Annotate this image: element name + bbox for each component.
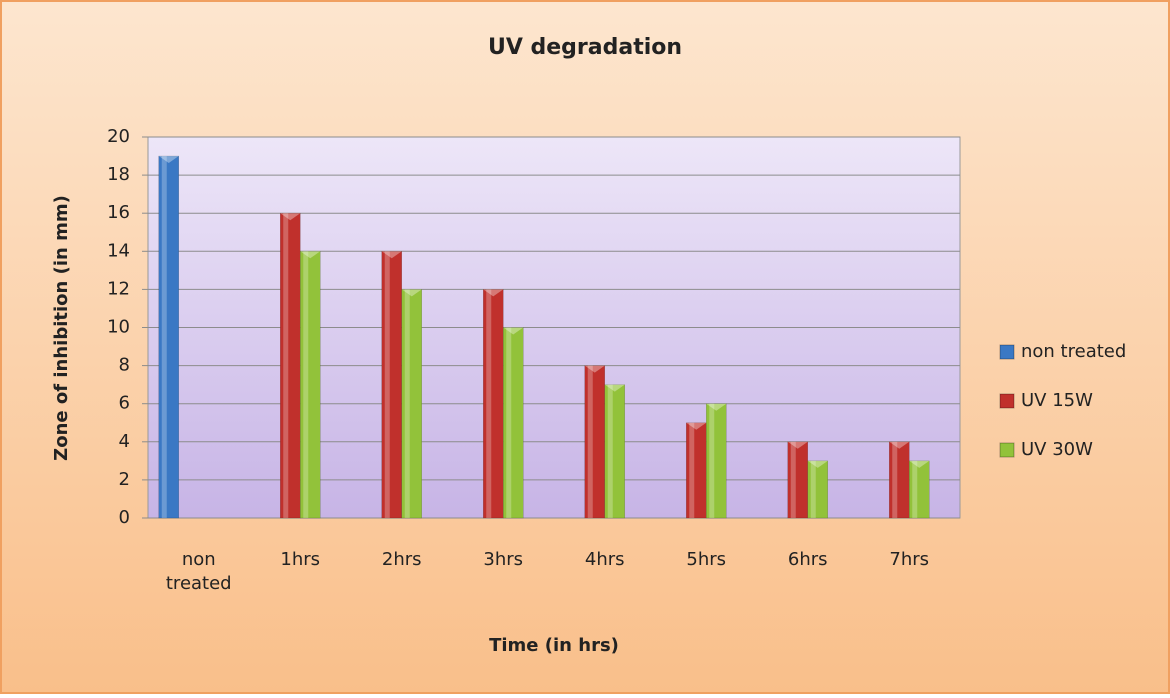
bar xyxy=(909,460,930,519)
bar-highlight xyxy=(790,441,796,518)
bar-highlight xyxy=(709,403,715,518)
bar-highlight xyxy=(303,251,309,519)
x-tick-label: 7hrs xyxy=(889,549,930,570)
bar-highlight xyxy=(689,422,695,518)
x-tick-label-box: 2hrs xyxy=(381,549,422,570)
legend-swatch xyxy=(999,344,1015,360)
y-tick-label: 18 xyxy=(107,164,130,185)
bar-cap xyxy=(909,460,930,468)
legend-swatch xyxy=(999,393,1015,409)
bar-highlight xyxy=(607,384,613,518)
x-tick-label-box: 1hrs xyxy=(280,549,321,570)
legend-label: non treated xyxy=(1021,341,1126,362)
y-tick-label: 0 xyxy=(119,507,130,528)
bar-cap xyxy=(401,289,422,297)
bar-highlight xyxy=(404,289,410,518)
y-tick-label: 16 xyxy=(107,202,130,223)
x-tick-label: 4hrs xyxy=(584,549,625,570)
bar-highlight xyxy=(506,327,512,518)
y-tick-label: 4 xyxy=(119,431,130,452)
bar-cap xyxy=(503,327,524,335)
bar-cap xyxy=(381,251,402,259)
bar-highlight xyxy=(587,365,593,518)
bar-cap xyxy=(787,441,808,449)
chart-title: UV degradation xyxy=(488,35,682,60)
bar-cap xyxy=(280,213,301,221)
bar-highlight xyxy=(912,460,918,518)
x-tick-label-box: 4hrs xyxy=(584,549,625,570)
bar xyxy=(503,327,524,519)
bar-highlight xyxy=(384,251,390,519)
bar-highlight xyxy=(892,441,898,518)
legend-label: UV 30W xyxy=(1021,439,1093,460)
y-axis-label: Zone of inhibition (in mm) xyxy=(51,195,72,461)
bar-highlight xyxy=(283,213,289,518)
x-tick-label: 6hrs xyxy=(787,549,828,570)
y-tick-label: 8 xyxy=(119,355,130,376)
x-tick-label-box: 6hrs xyxy=(787,549,828,570)
y-tick-label: 14 xyxy=(107,240,130,261)
bar xyxy=(807,460,828,519)
x-tick-label: non treated xyxy=(165,549,232,594)
bar xyxy=(604,384,625,519)
bar-cap xyxy=(300,251,321,259)
x-axis-label: Time (in hrs) xyxy=(489,635,619,656)
bar xyxy=(706,403,727,519)
x-tick-label-box: 5hrs xyxy=(686,549,727,570)
x-tick-label: 1hrs xyxy=(280,549,321,570)
bar-highlight xyxy=(161,156,167,519)
bar-cap xyxy=(604,384,625,392)
bar-cap xyxy=(889,441,910,449)
legend-label: UV 15W xyxy=(1021,390,1093,411)
x-tick-label-box: 3hrs xyxy=(483,549,524,570)
y-tick-label: 10 xyxy=(107,317,130,338)
bar-highlight xyxy=(810,460,816,518)
bar-cap xyxy=(686,422,707,430)
bar-cap xyxy=(483,289,504,297)
x-tick-label-box: 7hrs xyxy=(889,549,930,570)
bar-cap xyxy=(807,460,828,468)
x-tick-label: 2hrs xyxy=(381,549,422,570)
bar-cap xyxy=(158,156,179,164)
y-tick-label: 6 xyxy=(119,393,130,414)
y-tick-label: 20 xyxy=(107,126,130,147)
bar-cap xyxy=(706,403,727,411)
x-tick-label: 5hrs xyxy=(686,549,727,570)
x-tick-label: 3hrs xyxy=(483,549,524,570)
bar xyxy=(158,155,179,519)
bar-cap xyxy=(584,365,605,373)
bar xyxy=(401,289,422,519)
x-tick-label-box: non treated xyxy=(165,549,232,594)
bar-highlight xyxy=(486,289,492,518)
bar xyxy=(300,251,321,519)
y-tick-label: 12 xyxy=(107,278,130,299)
y-tick-label: 2 xyxy=(119,469,130,490)
legend-swatch xyxy=(999,442,1015,458)
